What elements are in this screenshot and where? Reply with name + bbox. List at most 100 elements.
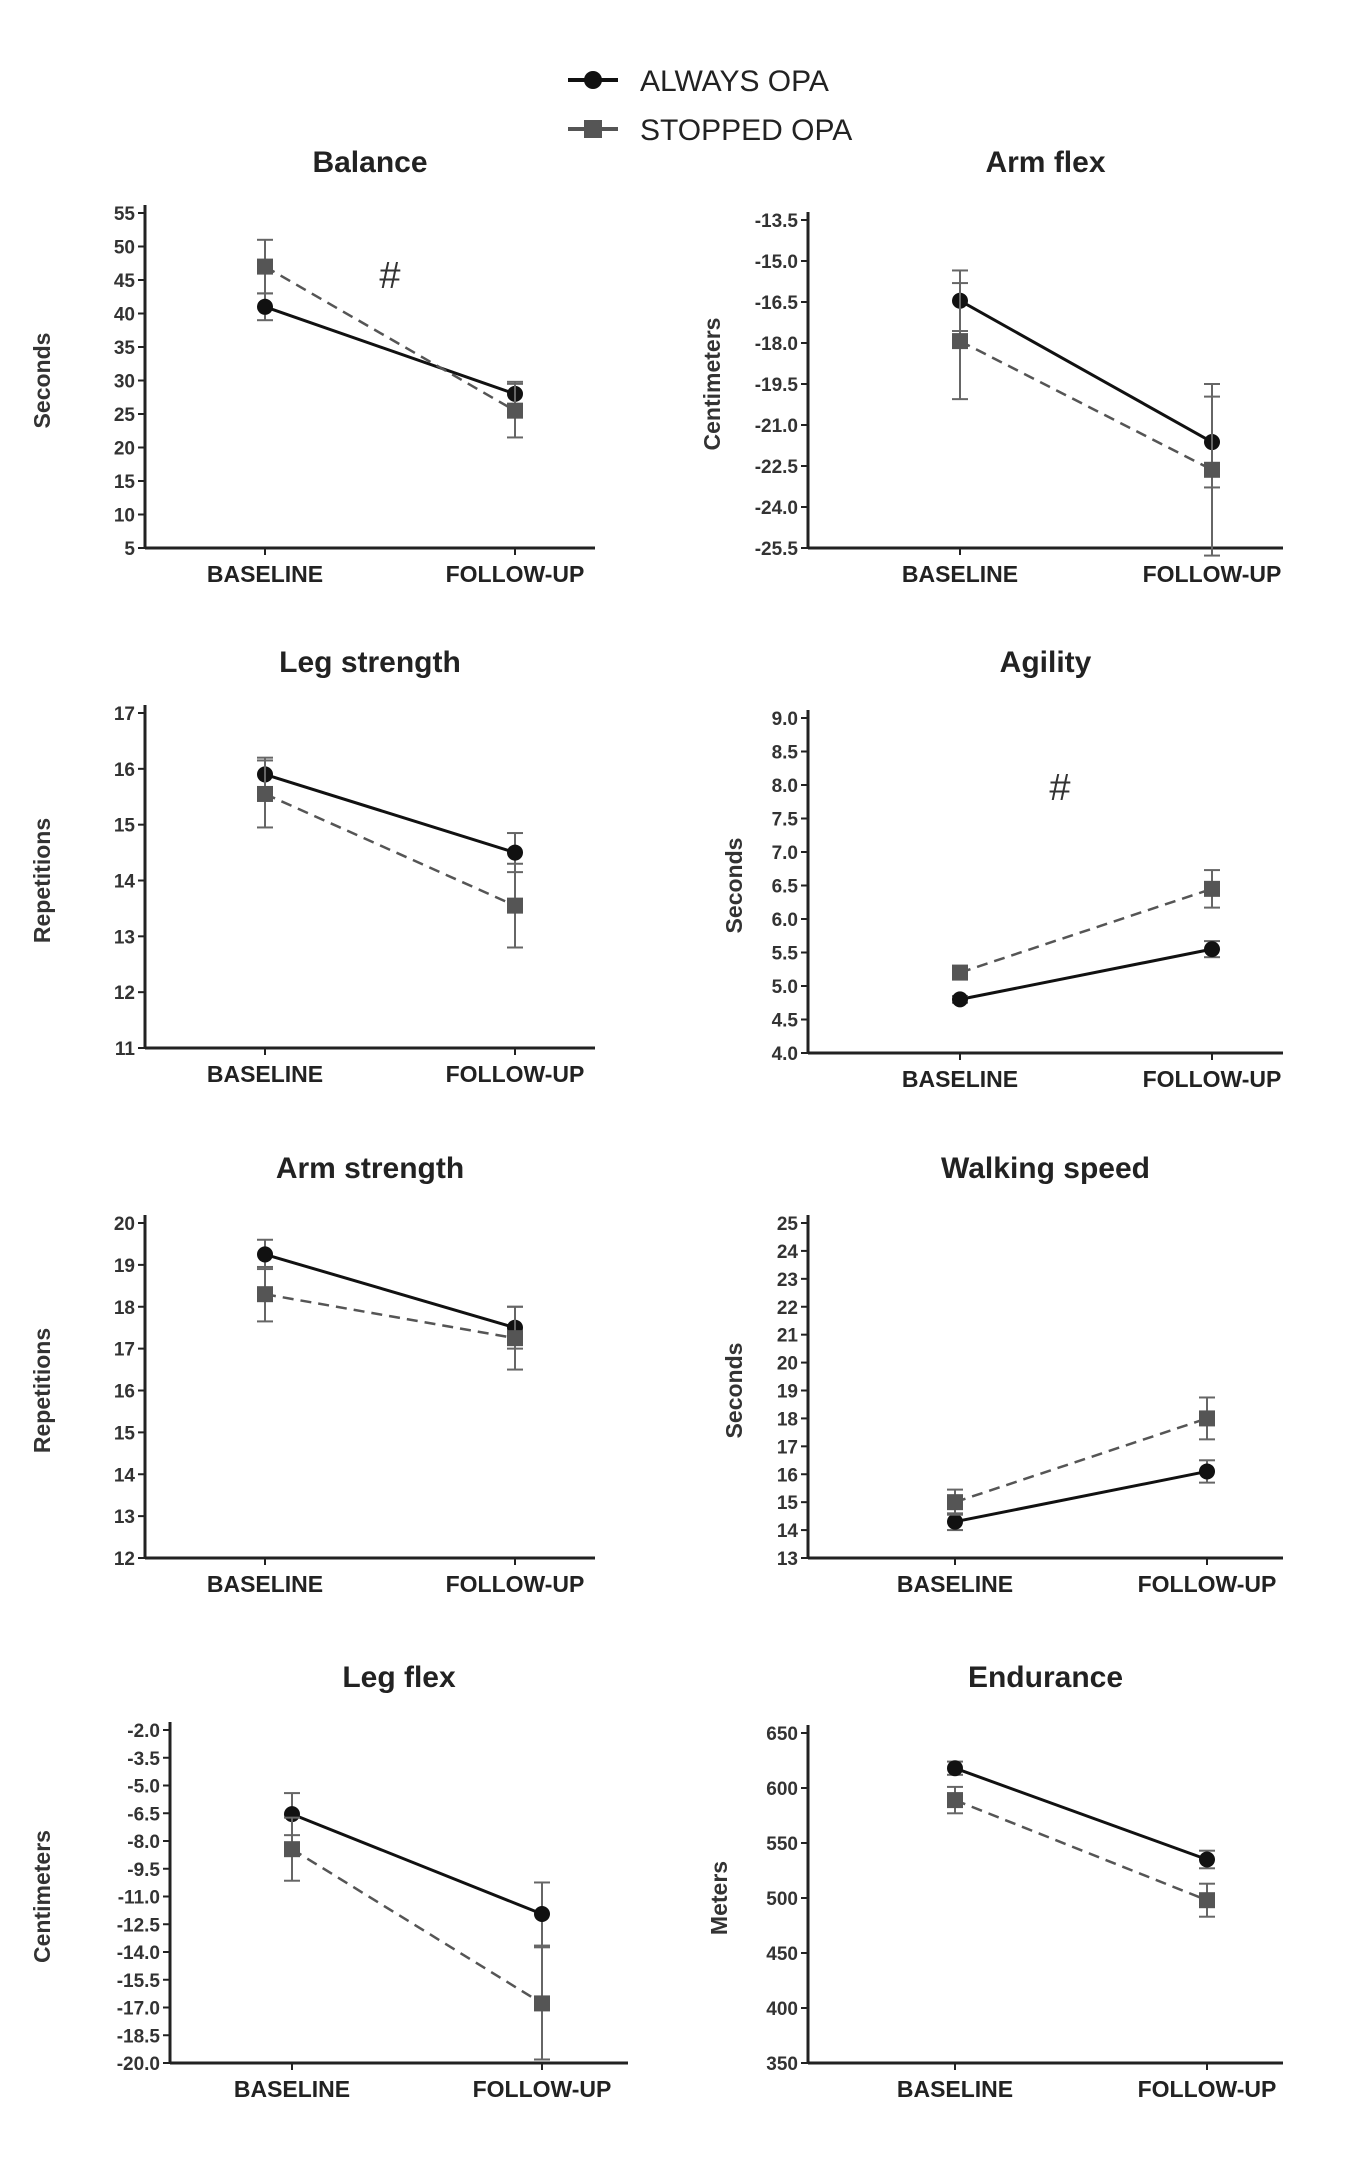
series-line-stopped-opa bbox=[264, 265, 516, 412]
y-tick-label-endurance: 650 bbox=[766, 1724, 798, 1745]
y-tick-label-endurance: 400 bbox=[766, 1999, 798, 2020]
y-tick-label-balance: 30 bbox=[114, 372, 135, 393]
y-tick-label-arm-flex: -16.5 bbox=[755, 293, 799, 314]
y-tick-label-walking-speed: 15 bbox=[777, 1493, 799, 1514]
y-tick-label-leg-strength: 16 bbox=[114, 760, 135, 781]
data-point-always-opa bbox=[257, 298, 273, 315]
chart-agility: Agility 9.0 8.5 8.0 7.5 7.0 6.5 6.0 5.5 5.0 4.5 4.0… bbox=[721, 646, 1283, 1092]
series-line-always-opa bbox=[959, 299, 1213, 444]
y-tick-label-arm-strength: 14 bbox=[114, 1465, 136, 1486]
series-stopped-opa-endurance bbox=[947, 1785, 1215, 1918]
x-category-label-arm-strength: BASELINE bbox=[207, 1571, 323, 1597]
y-tick-label-leg-flex: -12.5 bbox=[117, 1915, 161, 1936]
y-tick-label-balance: 5 bbox=[124, 539, 135, 560]
series-line-always-opa bbox=[264, 772, 516, 855]
y-tick-label-balance: 15 bbox=[114, 472, 136, 493]
y-tick-label-leg-flex: -3.5 bbox=[127, 1749, 160, 1770]
x-category-label-arm-strength: FOLLOW-UP bbox=[446, 1571, 585, 1597]
y-tick-label-arm-strength: 19 bbox=[114, 1256, 135, 1277]
x-category-label-leg-flex: BASELINE bbox=[234, 2076, 350, 2102]
data-point-always-opa bbox=[947, 1513, 963, 1530]
y-tick-label-leg-strength: 17 bbox=[114, 704, 135, 725]
data-point-always-opa bbox=[534, 1906, 550, 1923]
y-tick-label-walking-speed: 23 bbox=[777, 1270, 798, 1291]
y-axis-label-walking-speed: Seconds bbox=[721, 1343, 747, 1439]
y-tick-label-leg-flex: -5.0 bbox=[127, 1777, 160, 1798]
y-tick-label-balance: 35 bbox=[114, 338, 136, 359]
x-category-label-walking-speed: BASELINE bbox=[897, 1571, 1013, 1597]
x-category-label-leg-flex: FOLLOW-UP bbox=[473, 2076, 612, 2102]
y-tick-label-leg-flex: -6.5 bbox=[127, 1804, 160, 1825]
data-point-stopped-opa bbox=[507, 897, 523, 914]
series-line-stopped-opa bbox=[264, 1292, 516, 1340]
y-tick-label-agility: 6.0 bbox=[772, 910, 798, 931]
chart-title-leg-strength: Leg strength bbox=[279, 646, 461, 679]
chart-title-arm-strength: Arm strength bbox=[276, 1152, 464, 1185]
data-point-stopped-opa bbox=[507, 402, 523, 419]
data-point-always-opa bbox=[1199, 1851, 1215, 1868]
y-tick-label-agility: 6.5 bbox=[772, 877, 799, 898]
y-tick-label-leg-strength: 13 bbox=[114, 927, 135, 948]
series-line-always-opa bbox=[291, 1812, 543, 1916]
y-tick-label-arm-flex: -21.0 bbox=[755, 416, 798, 437]
x-category-label-balance: FOLLOW-UP bbox=[446, 561, 585, 587]
x-category-label-arm-flex: FOLLOW-UP bbox=[1143, 561, 1282, 587]
y-tick-label-agility: 5.0 bbox=[772, 977, 798, 998]
y-tick-label-arm-strength: 17 bbox=[114, 1340, 135, 1361]
y-tick-label-agility: 5.5 bbox=[772, 944, 799, 965]
series-line-always-opa bbox=[264, 305, 516, 396]
y-tick-label-leg-strength: 12 bbox=[114, 983, 135, 1004]
series-stopped-opa-walking-speed bbox=[947, 1396, 1215, 1516]
series-line-always-opa bbox=[954, 1766, 1208, 1861]
series-line-stopped-opa bbox=[264, 792, 516, 907]
y-tick-label-walking-speed: 16 bbox=[777, 1465, 798, 1486]
data-point-stopped-opa bbox=[952, 964, 968, 981]
y-tick-label-arm-flex: -15.0 bbox=[755, 252, 798, 273]
data-point-stopped-opa bbox=[947, 1792, 963, 1809]
chart-leg-strength: Leg strength 17 16 15 14 13 12 11 Repetitions BAS… bbox=[29, 646, 595, 1087]
data-point-stopped-opa bbox=[534, 1995, 550, 2012]
y-tick-label-balance: 20 bbox=[114, 439, 135, 460]
series-line-always-opa bbox=[959, 947, 1213, 1001]
chart-title-leg-flex: Leg flex bbox=[342, 1661, 456, 1694]
y-tick-label-walking-speed: 14 bbox=[777, 1521, 799, 1542]
y-axis-label-endurance: Meters bbox=[706, 1861, 732, 1935]
series-line-always-opa bbox=[264, 1252, 516, 1330]
y-tick-label-arm-flex: -22.5 bbox=[755, 457, 799, 478]
series-always-opa-agility bbox=[952, 940, 1220, 1008]
annotation-agility: # bbox=[1049, 767, 1070, 809]
y-tick-label-leg-strength: 14 bbox=[114, 872, 136, 893]
annotation-balance: # bbox=[379, 255, 400, 297]
x-category-label-endurance: FOLLOW-UP bbox=[1138, 2076, 1277, 2102]
y-axis-label-agility: Seconds bbox=[721, 838, 747, 934]
y-tick-label-balance: 55 bbox=[114, 204, 136, 225]
y-tick-label-leg-flex: -11.0 bbox=[118, 1888, 160, 1909]
y-tick-label-walking-speed: 20 bbox=[777, 1354, 798, 1375]
legend-item-stopped: STOPPED OPA bbox=[568, 114, 852, 147]
y-tick-label-arm-flex: -24.0 bbox=[755, 498, 798, 519]
y-tick-label-agility: 8.0 bbox=[772, 776, 798, 797]
x-category-label-endurance: BASELINE bbox=[897, 2076, 1013, 2102]
data-point-always-opa bbox=[507, 844, 523, 861]
chart-arm-strength: Arm strength 20 19 18 17 16 15 14 13 12 Repetition… bbox=[29, 1152, 595, 1597]
series-line-stopped-opa bbox=[291, 1848, 543, 2005]
data-point-stopped-opa bbox=[947, 1494, 963, 1511]
data-point-always-opa bbox=[1204, 941, 1220, 958]
data-point-always-opa bbox=[1199, 1463, 1215, 1480]
y-tick-label-leg-flex: -2.0 bbox=[127, 1721, 160, 1742]
chart-arm-flex: Arm flex -13.5 -15.0 -16.5 -18.0 -19.5 -21.0 -2… bbox=[699, 146, 1283, 587]
y-axis-label-leg-flex: Centimeters bbox=[29, 1830, 55, 1963]
y-tick-label-arm-flex: -25.5 bbox=[755, 539, 799, 560]
series-line-always-opa bbox=[954, 1469, 1208, 1524]
y-tick-label-arm-strength: 13 bbox=[114, 1507, 135, 1528]
chart-endurance: Endurance 650 600 550 500 450 400 350 Meters BASE… bbox=[706, 1661, 1283, 2102]
chart-title-balance: Balance bbox=[312, 146, 427, 179]
y-tick-label-endurance: 600 bbox=[766, 1779, 798, 1800]
chart-balance: Balance 55 50 45 40 35 30 25 20 15 10 5 Seconds BASEL… bbox=[29, 146, 595, 587]
y-tick-label-leg-strength: 11 bbox=[115, 1039, 136, 1060]
y-tick-label-arm-strength: 15 bbox=[114, 1423, 136, 1444]
y-tick-label-balance: 40 bbox=[114, 305, 135, 326]
y-tick-label-walking-speed: 24 bbox=[777, 1242, 799, 1263]
series-always-opa-arm-flex bbox=[952, 269, 1220, 489]
